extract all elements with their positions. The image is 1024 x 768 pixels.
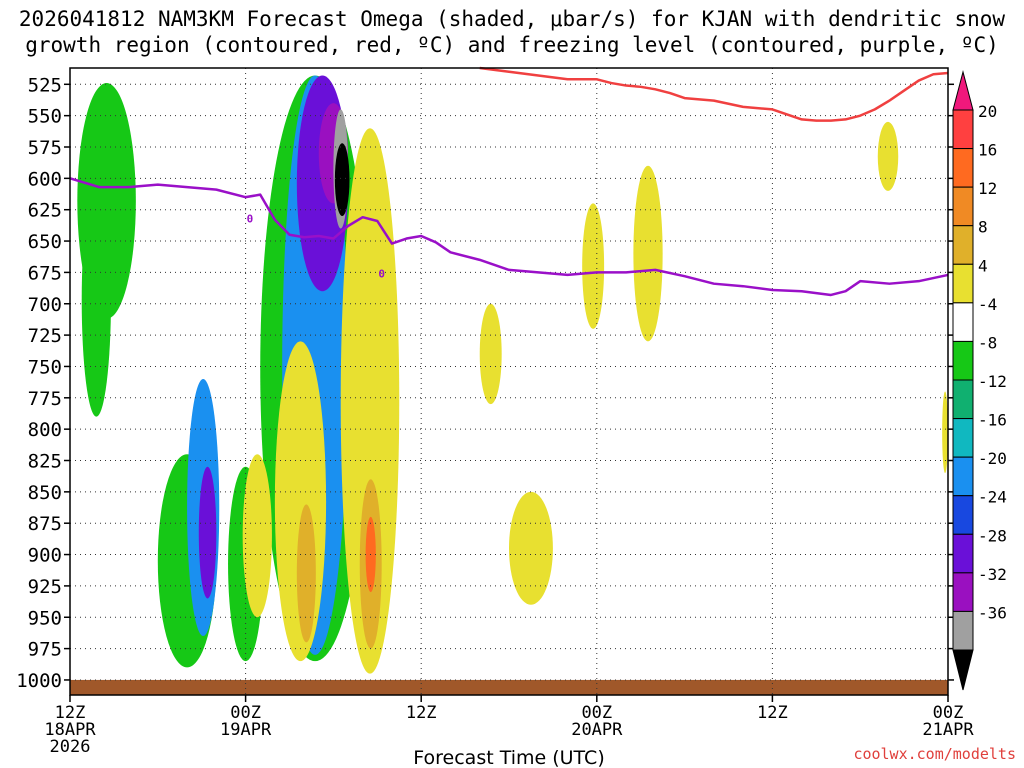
- colorbar: 20 16 12 8 4 -4 -8 -12 -16 -20 -24 -28 -32 -36: [952, 70, 1007, 691]
- colorbar-swatch-2: [952, 186, 974, 227]
- y-tick-label-575: 575: [28, 137, 62, 159]
- freezing-level-label-0: 0: [247, 212, 254, 225]
- colorbar-label-3: 8: [978, 218, 988, 237]
- colorbar-label-11: -28: [978, 526, 1007, 545]
- colorbar-label-2: 12: [978, 179, 997, 198]
- colorbar-label-6: -8: [978, 333, 997, 352]
- x-tick-label-1-1: 19APR: [220, 720, 272, 740]
- x-tick-label-3-0: 00Z: [581, 703, 612, 723]
- colorbar-swatch-4: [952, 263, 974, 304]
- omega-region-23: [942, 391, 948, 474]
- chart-title-line-1: 2026041812 NAM3KM Forecast Omega (shaded…: [18, 7, 1006, 31]
- chart-title-line-2: growth region (contoured, red, ºC) and f…: [25, 33, 999, 57]
- colorbar-swatch-11: [952, 533, 974, 574]
- colorbar-swatch-7: [952, 379, 974, 420]
- colorbar-label-8: -16: [978, 411, 1007, 430]
- colorbar-swatch-12: [952, 572, 974, 612]
- x-tick-label-0-1: 18APR: [44, 720, 96, 740]
- colorbar-swatch-9: [952, 456, 974, 497]
- y-tick-label-625: 625: [28, 200, 62, 222]
- colorbar-swatch-13: [952, 610, 974, 651]
- colorbar-label-4: 4: [978, 256, 988, 275]
- omega-region-11: [334, 143, 350, 216]
- colorbar-swatch-8: [952, 418, 974, 458]
- terrain-band: [70, 679, 948, 695]
- omega-region-22: [877, 121, 899, 191]
- x-axis-label: Forecast Time (UTC): [413, 747, 604, 768]
- dgz-contour-line: [479, 66, 949, 122]
- y-tick-label-650: 650: [28, 231, 62, 253]
- x-tick-label-0-2: 2026: [50, 737, 91, 757]
- colorbar-swatch-10: [952, 495, 974, 535]
- omega-region-4: [198, 466, 217, 599]
- y-tick-label-850: 850: [28, 482, 62, 504]
- colorbar-swatch-6: [952, 340, 974, 381]
- x-tick-label-3-1: 20APR: [571, 720, 623, 740]
- y-tick-label-825: 825: [28, 451, 62, 473]
- colorbar-label-1: 16: [978, 141, 997, 160]
- y-tick-label-950: 950: [28, 607, 62, 629]
- y-tick-label-700: 700: [28, 294, 62, 316]
- contour-layer: 00: [69, 66, 949, 297]
- y-tick-label-875: 875: [28, 513, 62, 535]
- colorbar-swatch-3: [952, 225, 974, 265]
- colorbar-label-0: 20: [978, 102, 997, 121]
- y-tick-label-775: 775: [28, 388, 62, 410]
- y-tick-label-525: 525: [28, 74, 62, 96]
- colorbar-bottom-arrow: [952, 649, 974, 691]
- y-tick-label-725: 725: [28, 325, 62, 347]
- credit-text: coolwx.com/modelts: [853, 745, 1016, 763]
- x-tick-label-2-0: 12Z: [406, 703, 437, 723]
- x-tick-label-0-0: 12Z: [55, 703, 86, 723]
- y-tick-label-800: 800: [28, 419, 62, 441]
- y-tick-label-675: 675: [28, 262, 62, 284]
- colorbar-label-7: -12: [978, 372, 1007, 391]
- plot-frame: [69, 67, 949, 696]
- colorbar-swatch-0: [952, 109, 974, 150]
- x-tick-label-1-0: 00Z: [230, 703, 261, 723]
- omega-region-18: [582, 203, 605, 329]
- omega-region-19: [633, 165, 663, 342]
- freezing-level-line: [69, 177, 949, 297]
- x-tick-label-5-0: 00Z: [933, 703, 964, 723]
- omega-region-20: [479, 303, 502, 405]
- colorbar-label-12: -32: [978, 565, 1007, 584]
- y-tick-label-600: 600: [28, 168, 62, 190]
- omega-region-1: [81, 183, 111, 417]
- colorbar-label-5: -4: [978, 295, 997, 314]
- colorbar-swatch-1: [952, 148, 974, 188]
- omega-region-13: [296, 504, 316, 643]
- x-tick-label-4-0: 12Z: [757, 703, 788, 723]
- omega-region-21: [509, 491, 553, 605]
- y-tick-label-975: 975: [28, 639, 62, 661]
- x-tick-label-5-1: 21APR: [922, 720, 974, 740]
- omega-region-14: [340, 128, 400, 674]
- omega-region-17: [242, 454, 272, 618]
- colorbar-top-arrow: [952, 70, 974, 111]
- freezing-level-label-1: 0: [378, 268, 385, 281]
- colorbar-label-13: -36: [978, 603, 1007, 622]
- y-axis: 525 550 575 600 625 650 675 700 725 750 775 800 825 8…: [16, 74, 954, 692]
- y-tick-label-550: 550: [28, 106, 62, 128]
- y-tick-label-925: 925: [28, 576, 62, 598]
- y-tick-label-900: 900: [28, 545, 62, 567]
- colorbar-swatch-5: [952, 302, 974, 342]
- terrain-layer: [70, 679, 948, 695]
- colorbar-label-9: -20: [978, 449, 1007, 468]
- y-tick-label-750: 750: [28, 356, 62, 378]
- y-tick-label-1000: 1000: [16, 670, 62, 692]
- colorbar-label-10: -24: [978, 488, 1007, 507]
- omega-shading-layer: [77, 75, 948, 674]
